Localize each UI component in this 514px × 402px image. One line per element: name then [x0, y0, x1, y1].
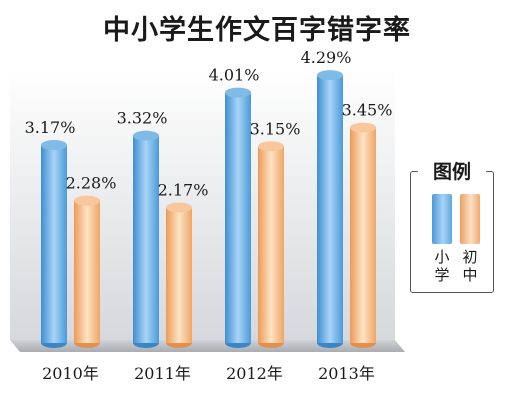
ticks-layer: 2010年 2011年 2012年 2013年 — [42, 364, 375, 383]
data-label-0-3: 4.29% — [301, 48, 352, 67]
legend-title: 图例 — [418, 160, 486, 184]
plot-floor — [10, 340, 405, 352]
x-tick-label-0: 2010年 — [42, 364, 99, 383]
legend-swatch-junior — [460, 194, 480, 244]
legend-box — [410, 171, 494, 293]
bar-0-2 — [225, 87, 251, 348]
x-tick-label-1: 2011年 — [134, 364, 191, 383]
plot-backwall — [10, 68, 395, 340]
data-label-1-2: 3.15% — [250, 119, 301, 138]
chart-title: 中小学生作文百字错字率 — [103, 15, 411, 46]
x-tick-label-3: 2013年 — [318, 364, 375, 383]
legend-swatch-primary — [432, 194, 452, 244]
data-label-0-0: 3.17% — [25, 118, 76, 137]
x-tick-label-2: 2012年 — [226, 364, 283, 383]
data-label-1-3: 3.45% — [342, 101, 393, 120]
bar-0-3 — [317, 70, 343, 348]
bar-1-0 — [74, 195, 100, 348]
bar-0-0 — [41, 140, 67, 348]
labels-layer: 3.17% 2.28% 3.32% 2.17% 4.01% 3.15% 4.29% 3.45% — [25, 48, 393, 199]
data-label-1-1: 2.17% — [158, 180, 209, 199]
bar-1-2 — [258, 141, 284, 348]
bar-1-1 — [166, 202, 192, 348]
bar-0-1 — [133, 130, 159, 348]
bar-1-3 — [350, 122, 376, 348]
bars-layer — [41, 70, 376, 348]
legend-label-primary: 小学 — [434, 248, 450, 284]
data-label-1-0: 2.28% — [66, 174, 117, 193]
data-label-0-2: 4.01% — [209, 66, 260, 85]
legend-label-junior: 初中 — [462, 248, 478, 284]
data-label-0-1: 3.32% — [117, 109, 168, 128]
